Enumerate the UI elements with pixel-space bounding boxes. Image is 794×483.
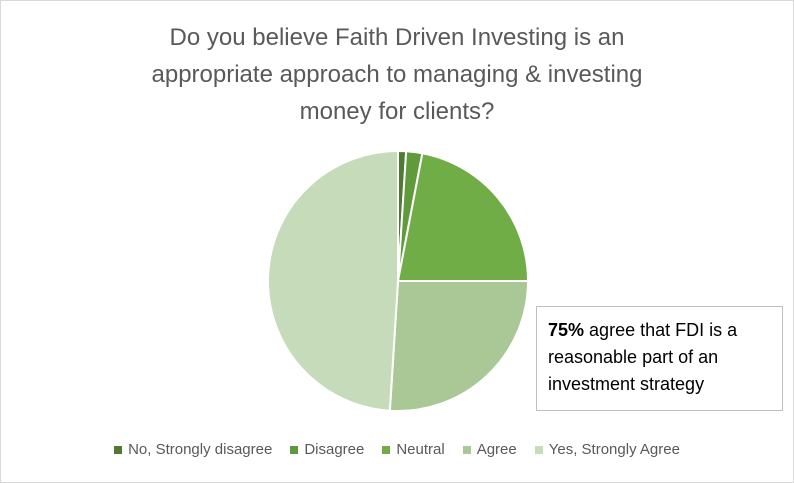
legend-swatch <box>382 445 391 454</box>
legend-swatch <box>290 445 299 454</box>
legend-label: No, Strongly disagree <box>128 441 273 458</box>
pie-slice <box>396 152 530 282</box>
legend-label: Neutral <box>396 441 445 458</box>
annotation: 75% agree that FDI is a reasonable part … <box>536 306 783 411</box>
legend-item: Disagree <box>290 441 364 458</box>
annotation-text: agree that FDI is a reasonable part of a… <box>548 320 738 394</box>
legend-item: No, Strongly disagree <box>114 441 272 458</box>
chart-title: Do you believe Faith Driven Investing is… <box>151 24 643 125</box>
legend-item: Neutral <box>382 441 445 458</box>
legend-swatch <box>114 445 123 454</box>
legend-swatch <box>462 445 471 454</box>
pie-slice <box>267 149 399 412</box>
legend: No, Strongly disagree Disagree Neutral Agre… <box>1 441 793 458</box>
legend-label: Agree <box>476 441 517 458</box>
legend-item: Agree <box>462 441 517 458</box>
annotation-bold: 75% <box>548 320 585 340</box>
legend-item: Yes, Strongly Agree <box>534 441 680 458</box>
legend-label: Disagree <box>304 441 365 458</box>
pie-slice <box>388 280 530 412</box>
legend-label: Yes, Strongly Agree <box>548 441 680 458</box>
legend-swatch <box>534 445 543 454</box>
